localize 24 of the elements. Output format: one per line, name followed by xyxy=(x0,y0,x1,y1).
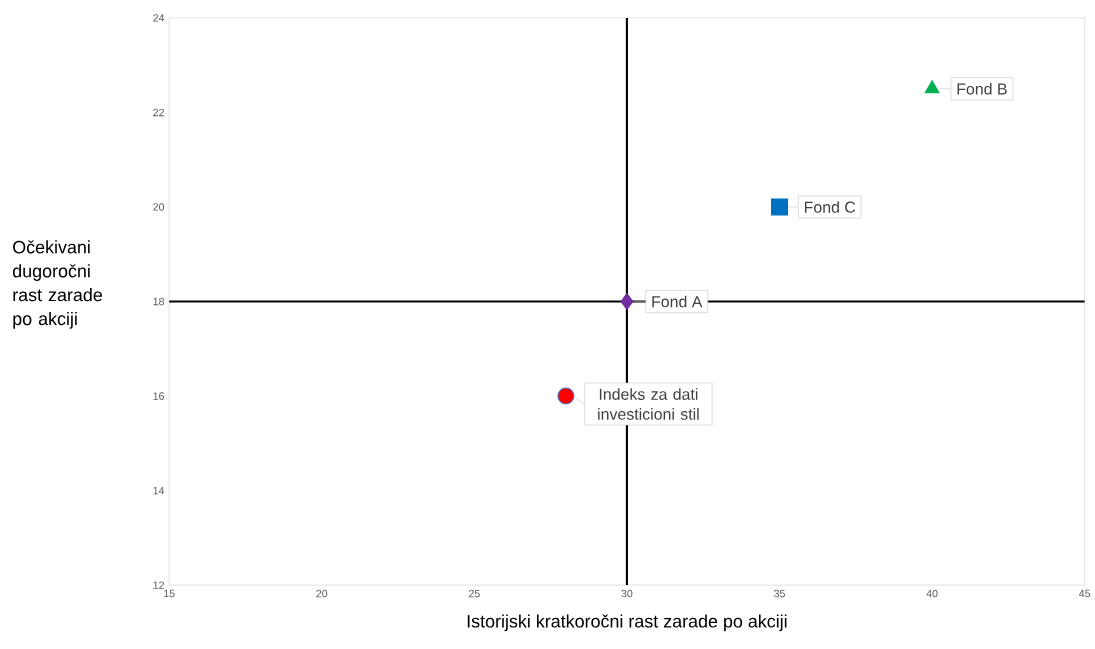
x-tick-label: 20 xyxy=(316,589,328,598)
series-label: Fond B xyxy=(957,83,1007,95)
point xyxy=(620,293,634,311)
y-tick-label: 22 xyxy=(153,108,164,117)
point xyxy=(924,80,940,94)
point xyxy=(771,198,788,216)
point xyxy=(557,387,575,405)
y-tick-label: 16 xyxy=(153,392,165,400)
x-axis-title: Istorijski kratkoročni rast zarade po akciji xyxy=(467,614,787,632)
y-tick-label: 12 xyxy=(153,581,164,589)
y-tick-label: 20 xyxy=(153,203,165,211)
y-tick-label: 14 xyxy=(153,487,165,495)
series-label: Indeks za dati investicioni stil xyxy=(598,388,699,420)
x-tick-label: 35 xyxy=(774,589,785,598)
series-label: Fond C xyxy=(804,201,856,213)
x-tick-label: 15 xyxy=(164,589,175,598)
x-tick-label: 25 xyxy=(468,589,480,598)
y-tick-label: 24 xyxy=(153,14,165,22)
x-tick-label: 30 xyxy=(621,589,633,598)
y-tick-label: 18 xyxy=(153,297,165,306)
y-axis-title: Očekivani dugoročni rast zarade po akciji xyxy=(12,240,103,329)
series-label: Fond A xyxy=(652,295,703,308)
x-tick-label: 40 xyxy=(926,589,938,598)
x-tick-label: 45 xyxy=(1079,589,1091,598)
